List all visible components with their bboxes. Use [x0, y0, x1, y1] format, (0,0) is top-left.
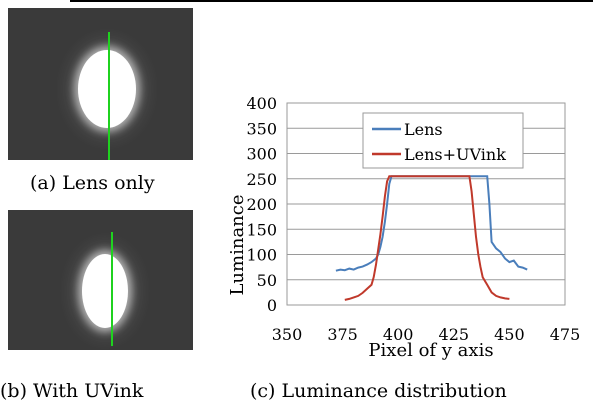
x-tick-label: 350: [272, 325, 303, 344]
y-tick-label: 400: [246, 94, 277, 113]
series-line-lens: [335, 175, 528, 272]
y-axis-label: Luminance: [227, 194, 248, 295]
y-tick-label: 150: [246, 220, 277, 239]
y-tick-label: 350: [246, 119, 277, 138]
caption-b: (b) With UVink: [0, 380, 144, 402]
y-tick-label: 50: [257, 271, 277, 290]
caption-a: (a) Lens only: [30, 172, 155, 194]
series-line-lens-uvink: [344, 175, 510, 301]
caption-c: (c) Luminance distribution: [250, 380, 507, 402]
y-tick-label: 100: [246, 246, 277, 265]
y-tick-label: 250: [246, 170, 277, 189]
plot-frame: [286, 102, 566, 306]
y-tick-label: 300: [246, 145, 277, 164]
x-tick-label: 375: [327, 325, 358, 344]
light-spot: [78, 50, 136, 128]
top-rule: [70, 0, 593, 2]
legend-label: Lens+UVink: [404, 145, 506, 164]
y-tick-label: 200: [246, 195, 277, 214]
measurement-line: [111, 232, 113, 346]
x-tick-label: 425: [439, 325, 470, 344]
light-spot: [82, 254, 128, 328]
photo-with-uvink: [8, 210, 193, 350]
x-tick-label: 400: [383, 325, 414, 344]
x-tick-label: 450: [494, 325, 525, 344]
legend-box: [362, 112, 524, 169]
photo-lens-only: [8, 8, 193, 160]
y-tick-label: 0: [267, 296, 277, 315]
x-axis-label: Pixel of y axis: [368, 340, 493, 361]
legend-label: Lens: [404, 120, 443, 139]
x-tick-label: 475: [550, 325, 581, 344]
measurement-line: [108, 32, 110, 160]
